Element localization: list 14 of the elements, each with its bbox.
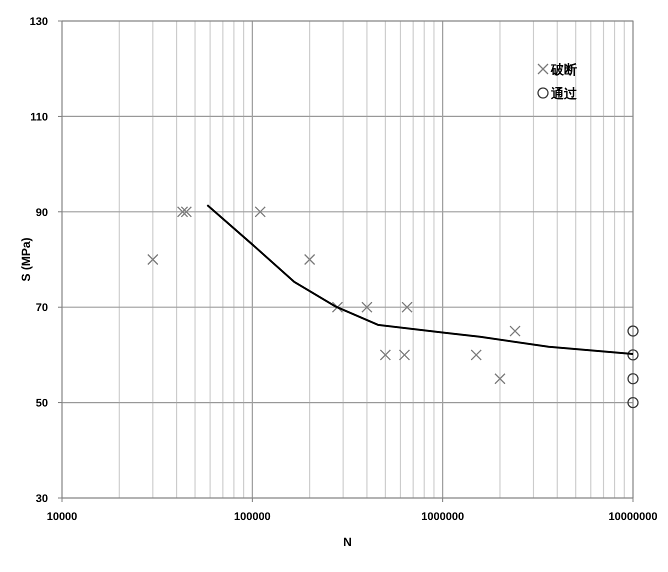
x-tick-label: 10000 <box>46 511 78 523</box>
y-tick-label: 110 <box>30 111 48 124</box>
x-tick-label: 10000000 <box>608 511 658 523</box>
y-tick-label: 30 <box>36 493 48 505</box>
y-tick-label: 90 <box>36 206 48 219</box>
x-tick-label: 1000000 <box>421 511 464 523</box>
y-tick-label: 130 <box>30 16 48 28</box>
y-tick-label: 50 <box>36 398 48 410</box>
x-tick-label: 100000 <box>234 511 271 523</box>
legend-label: 通过 <box>550 86 578 101</box>
legend-label: 破断 <box>550 62 577 77</box>
x-axis-title: N <box>343 535 352 549</box>
y-tick-label: 70 <box>36 302 48 314</box>
y-axis-title: S (MPa) <box>19 237 33 282</box>
